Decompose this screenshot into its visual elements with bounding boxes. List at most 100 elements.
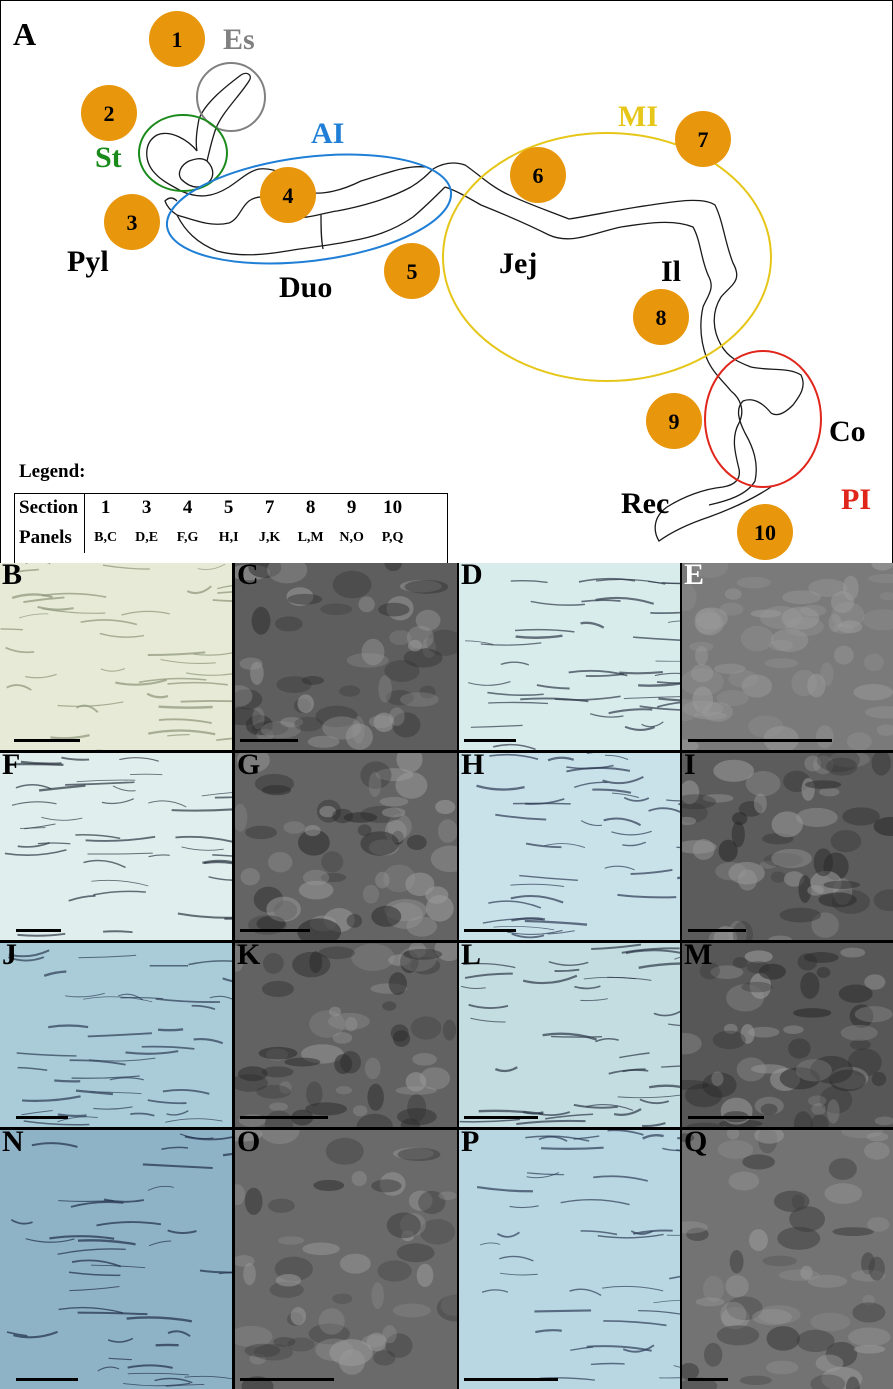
scale-bar <box>14 739 80 742</box>
anatomy-label-duo: Duo <box>279 271 332 304</box>
section-marker-10: 10 <box>737 504 793 560</box>
photo-panel-letter: D <box>461 563 483 590</box>
photo-panel-letter: K <box>237 943 260 970</box>
section-marker-2: 2 <box>81 85 137 141</box>
section-marker-1: 1 <box>149 11 205 67</box>
section-marker-7: 7 <box>675 111 731 167</box>
legend-section-cell: 1 <box>85 493 127 523</box>
section-marker-label: 7 <box>698 127 709 152</box>
photo-texture <box>682 943 893 1127</box>
scale-bar <box>464 1116 538 1119</box>
legend-panels-cell: P,Q <box>372 523 413 553</box>
section-marker-3: 3 <box>104 194 160 250</box>
section-marker-label: 2 <box>104 101 115 126</box>
photo-panel-n: N <box>0 1130 232 1389</box>
scale-bar <box>240 739 298 742</box>
photo-panel-h: H <box>459 753 680 940</box>
section-marker-9: 9 <box>646 393 702 449</box>
section-marker-label: 4 <box>283 183 294 208</box>
section-markers: 1 2 3 4 5 6 7 8 9 10 <box>81 11 793 560</box>
section-marker-label: 3 <box>127 210 138 235</box>
scale-bar <box>464 1378 558 1381</box>
scale-bar <box>688 739 832 742</box>
photo-panel-letter: G <box>237 753 260 780</box>
legend-section-cell: 8 <box>290 493 331 523</box>
region-pi-ellipse <box>705 351 821 487</box>
photo-panel-letter: P <box>461 1130 479 1157</box>
section-marker-label: 1 <box>172 27 183 52</box>
scale-bar <box>688 1116 764 1119</box>
legend-panels-cell: J,K <box>249 523 290 553</box>
legend-section-cell: 9 <box>331 493 372 523</box>
legend-panels-cell: H,I <box>208 523 249 553</box>
legend-panels-cell: L,M <box>290 523 331 553</box>
region-label-ai: AI <box>311 117 344 150</box>
photo-panel-o: O <box>235 1130 457 1389</box>
photo-texture <box>0 1130 232 1389</box>
legend-row-section: Section 1 3 4 5 7 8 9 10 <box>14 493 413 523</box>
gut-diagram: A <box>1 1 893 564</box>
photo-grid: B C D E F G H I J K L M N O P Q <box>0 563 893 1389</box>
photo-panel-j: J <box>0 943 232 1127</box>
region-mi-ellipse <box>443 133 771 381</box>
photo-panel-letter: N <box>2 1130 24 1157</box>
photo-panel-k: K <box>235 943 457 1127</box>
legend-section-cell: 3 <box>126 493 167 523</box>
photo-texture <box>682 753 893 940</box>
photo-panel-letter: L <box>461 943 481 970</box>
scale-bar <box>688 929 746 932</box>
photo-panel-letter: C <box>237 563 259 590</box>
section-marker-6: 6 <box>510 147 566 203</box>
photo-panel-l: L <box>459 943 680 1127</box>
scale-bar <box>240 1378 334 1381</box>
photo-panel-f: F <box>0 753 232 940</box>
anatomy-label-pyl: Pyl <box>67 245 109 278</box>
photo-panel-b: B <box>0 563 232 750</box>
photo-panel-letter: F <box>2 753 20 780</box>
panel-a-letter: A <box>13 16 36 52</box>
photo-texture <box>682 563 893 750</box>
region-label-mi: MI <box>618 100 658 133</box>
photo-texture <box>459 1130 680 1389</box>
photo-texture <box>459 943 680 1127</box>
photo-panel-letter: Q <box>684 1130 707 1157</box>
legend-panels-cell: B,C <box>85 523 127 553</box>
photo-texture <box>0 563 232 750</box>
photo-panel-g: G <box>235 753 457 940</box>
panel-a-diagram: A <box>0 0 893 563</box>
photo-texture <box>0 943 232 1127</box>
photo-panel-letter: H <box>461 753 484 780</box>
scale-bar <box>240 929 310 932</box>
scale-bar <box>16 929 61 932</box>
legend-panels-cell: N,O <box>331 523 372 553</box>
photo-panel-m: M <box>682 943 893 1127</box>
section-marker-label: 10 <box>754 520 776 545</box>
photo-texture <box>235 753 457 940</box>
legend-title: Legend: <box>19 461 86 483</box>
section-marker-label: 8 <box>656 305 667 330</box>
legend-row-panels: Panels B,C D,E F,G H,I J,K L,M N,O P,Q <box>14 523 413 553</box>
legend-section-cell: 10 <box>372 493 413 523</box>
section-marker-label: 5 <box>407 259 418 284</box>
photo-panel-letter: O <box>237 1130 260 1157</box>
anatomy-label-jej: Jej <box>499 247 537 280</box>
anatomy-label-il: Il <box>661 255 681 288</box>
region-label-st: St <box>95 141 122 174</box>
photo-texture <box>235 943 457 1127</box>
photo-panel-c: C <box>235 563 457 750</box>
section-marker-label: 9 <box>669 409 680 434</box>
photo-panel-e: E <box>682 563 893 750</box>
photo-panel-letter: J <box>2 943 17 970</box>
anatomy-label-co: Co <box>829 415 866 448</box>
photo-panel-d: D <box>459 563 680 750</box>
photo-texture <box>235 563 457 750</box>
region-label-pi: PI <box>841 483 871 516</box>
legend-section-cell: 5 <box>208 493 249 523</box>
photo-panel-letter: I <box>684 753 696 780</box>
anatomy-label-rec: Rec <box>621 487 669 520</box>
photo-panel-q: Q <box>682 1130 893 1389</box>
photo-panel-p: P <box>459 1130 680 1389</box>
scale-bar <box>464 929 516 932</box>
scale-bar <box>16 1378 78 1381</box>
